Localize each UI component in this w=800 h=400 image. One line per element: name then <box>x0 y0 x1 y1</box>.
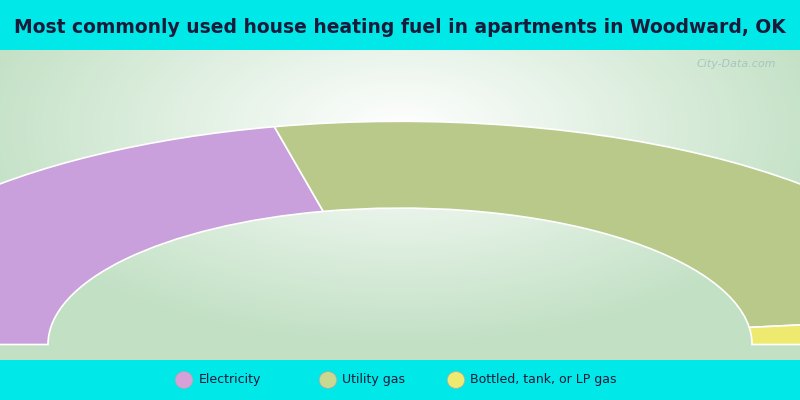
Wedge shape <box>0 127 323 344</box>
Ellipse shape <box>175 372 193 388</box>
Wedge shape <box>274 121 800 328</box>
Text: Electricity: Electricity <box>198 374 261 386</box>
Text: City-Data.com: City-Data.com <box>697 59 776 69</box>
Text: Most commonly used house heating fuel in apartments in Woodward, OK: Most commonly used house heating fuel in… <box>14 18 786 37</box>
Text: Utility gas: Utility gas <box>342 374 406 386</box>
Ellipse shape <box>447 372 465 388</box>
Wedge shape <box>750 316 800 344</box>
Ellipse shape <box>319 372 337 388</box>
Text: Bottled, tank, or LP gas: Bottled, tank, or LP gas <box>470 374 617 386</box>
